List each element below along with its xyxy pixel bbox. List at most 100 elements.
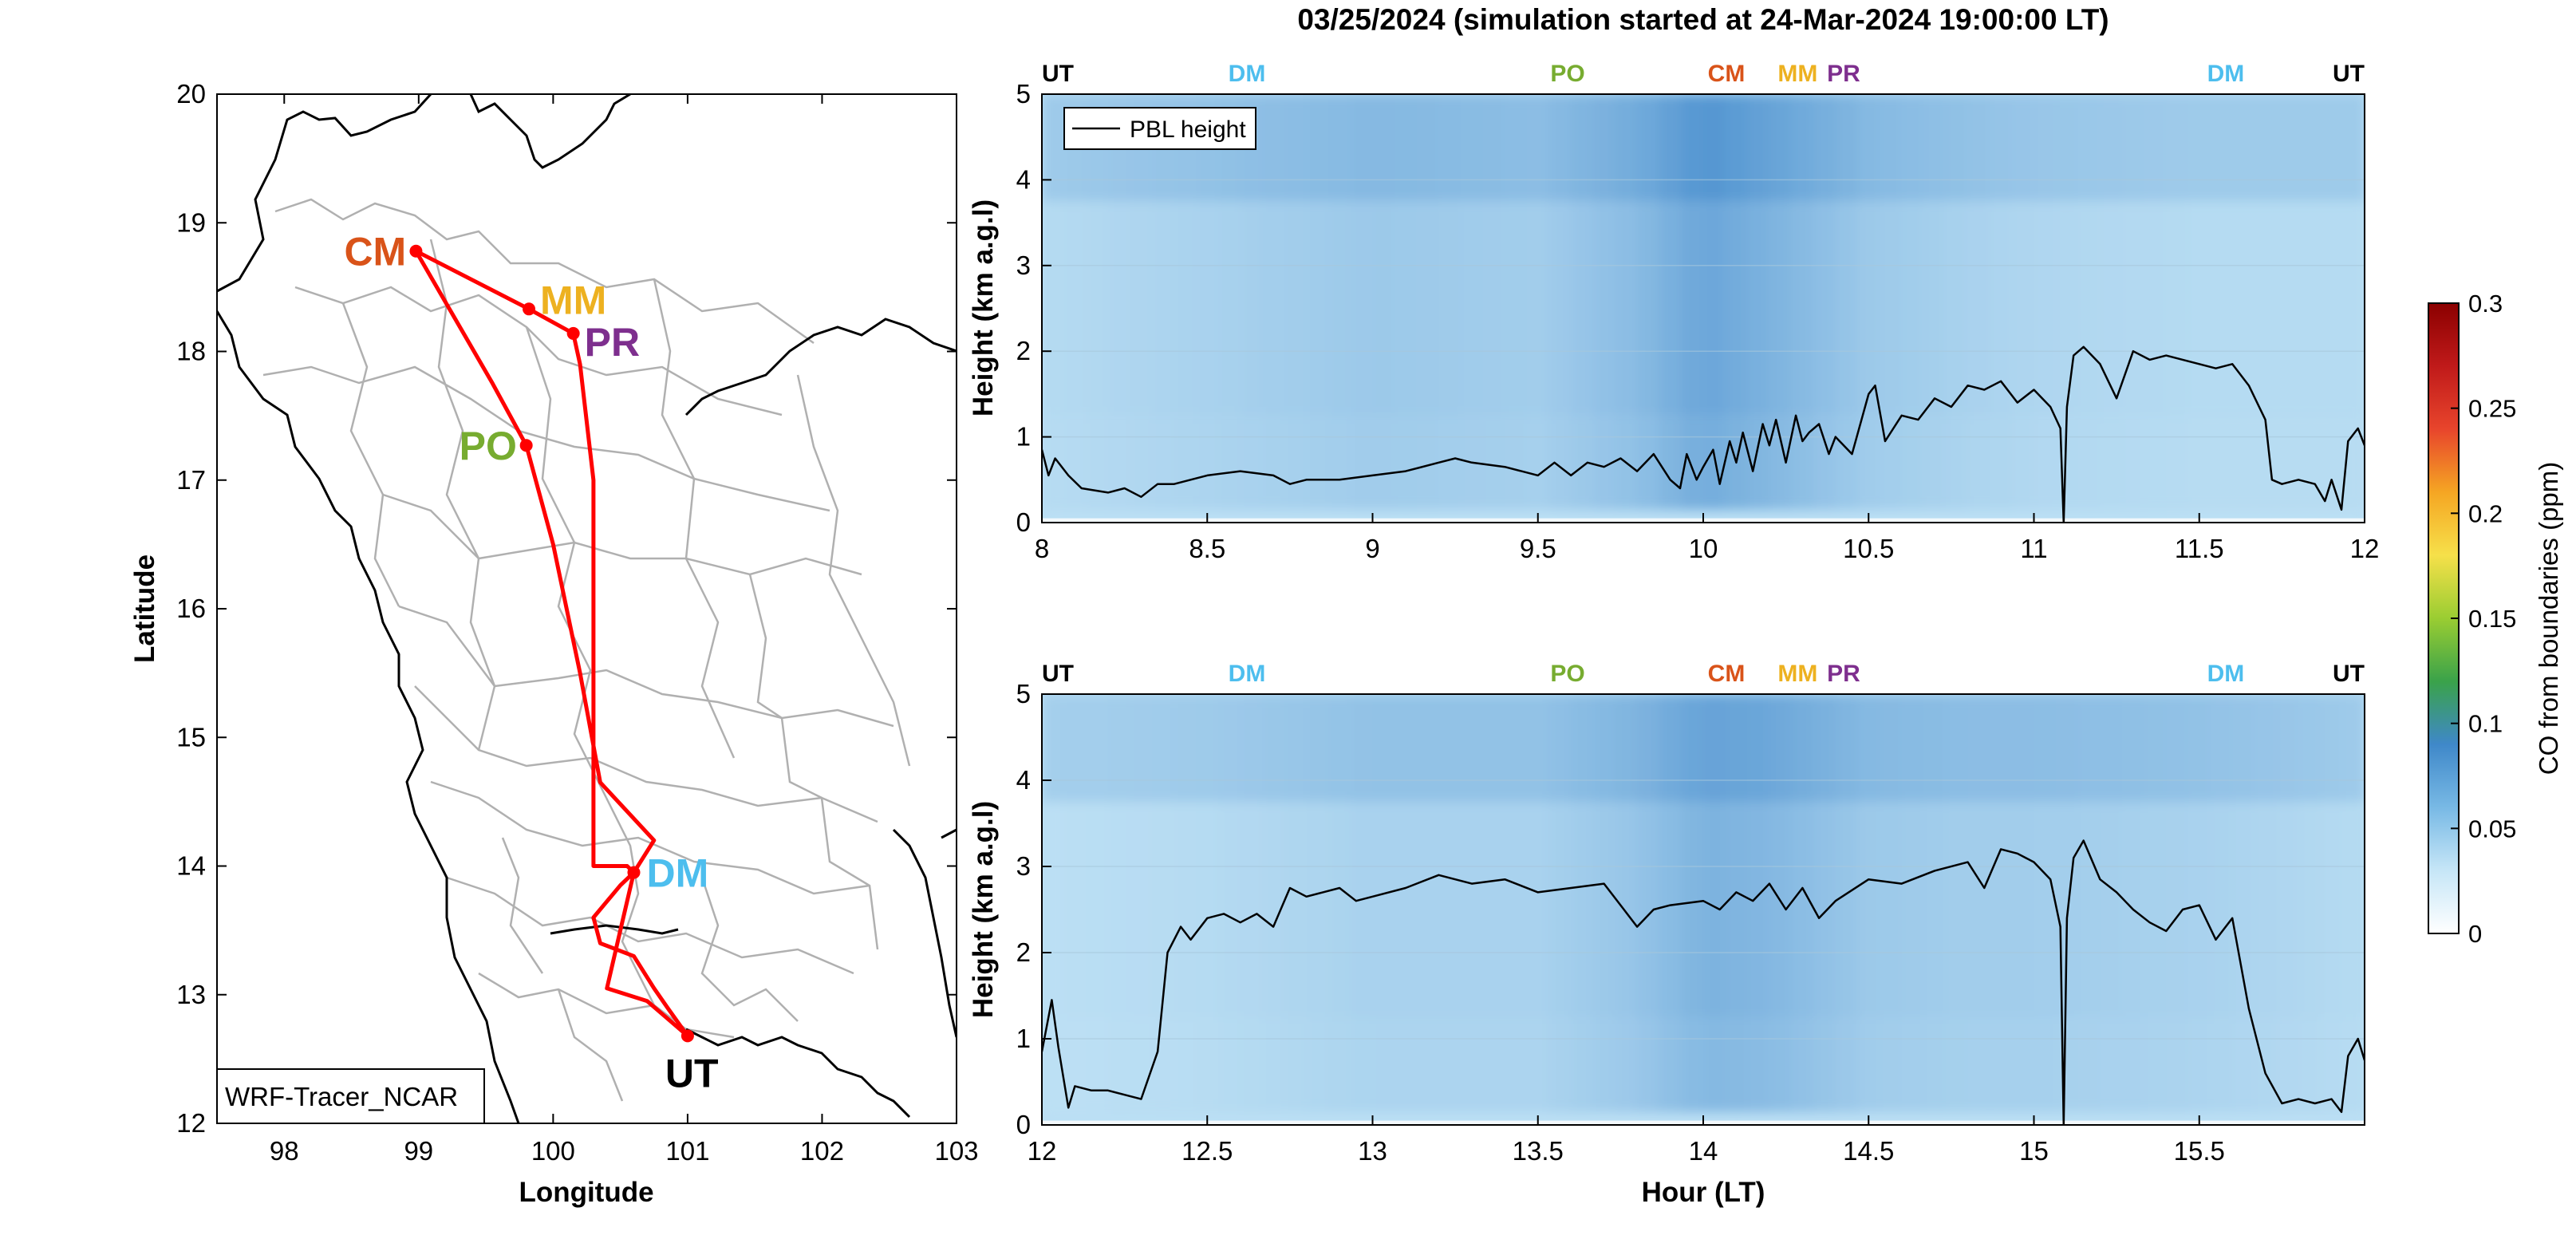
co-field-cell — [1967, 201, 1991, 416]
co-field-cell — [1063, 802, 1087, 1017]
co-field-cell — [1372, 415, 1396, 510]
y-tick-label: 3 — [1016, 251, 1031, 280]
co-field-cell — [1857, 415, 1881, 510]
station-label-dm: DM — [646, 851, 708, 896]
co-field-cell — [1262, 1017, 1285, 1112]
co-field-cell — [2011, 94, 2035, 202]
co-field-cell — [1659, 694, 1682, 802]
x-tick-label: 14 — [1689, 1136, 1718, 1166]
co-field-cell — [1196, 1017, 1220, 1112]
co-field-cell — [1615, 694, 1639, 802]
co-field-cell — [1571, 694, 1594, 802]
co-field-cell — [1813, 802, 1836, 1017]
co-field-cell — [1372, 94, 1396, 202]
co-field-cell — [1505, 802, 1528, 1017]
co-field-cell — [1967, 694, 1991, 802]
co-field-cell — [1152, 415, 1175, 510]
co-field-cell — [2210, 201, 2234, 416]
co-field-cell — [1592, 94, 1616, 202]
co-field-cell — [1395, 415, 1418, 510]
co-field-cell — [2187, 694, 2211, 802]
co-field-cell — [2034, 94, 2057, 202]
co-field-cell — [2298, 1017, 2322, 1112]
co-field-cell — [2122, 694, 2145, 802]
co-field-cell — [1306, 1017, 1330, 1112]
route-layer — [413, 249, 689, 1038]
co-field-cell — [2166, 1017, 2189, 1112]
co-field-cell — [1835, 694, 1859, 802]
co-field-cell — [2100, 1017, 2124, 1112]
co-field-cell — [1152, 1017, 1175, 1112]
co-field-cell — [1328, 694, 1351, 802]
co-field-cell — [1218, 694, 1241, 802]
co-field-cell — [1857, 201, 1881, 416]
co-field-cell — [2276, 802, 2300, 1017]
co-field-cell — [1990, 802, 2013, 1017]
co-field-cell — [2100, 802, 2124, 1017]
co-field-cell — [1350, 1017, 1374, 1112]
y-tick-label: 5 — [1016, 679, 1031, 708]
co-field-cell — [1438, 94, 1462, 202]
co-field-cell — [1306, 94, 1330, 202]
co-field-cell — [1592, 694, 1616, 802]
x-tick-label: 13 — [1358, 1136, 1387, 1166]
co-field-cell — [1240, 201, 1264, 416]
co-field-cell — [1681, 1017, 1704, 1112]
map-y-tick-label: 16 — [176, 594, 206, 623]
x-tick-label: 9 — [1365, 534, 1379, 563]
co-field-cell — [2144, 694, 2168, 802]
y-tick-label: 0 — [1016, 507, 1031, 537]
co-field-cell — [1681, 802, 1704, 1017]
map-y-tick-label: 13 — [176, 980, 206, 1009]
co-field-cell — [2100, 415, 2124, 510]
co-field-cell — [1461, 94, 1484, 202]
co-field-cell — [2144, 1017, 2168, 1112]
co-field-cell — [1328, 415, 1351, 510]
co-field-cell — [2298, 415, 2322, 510]
co-field-cell — [1659, 201, 1682, 416]
co-field-cell — [2254, 201, 2278, 416]
station-marker-mm: MM — [1777, 61, 1817, 87]
co-field-cell — [2122, 1017, 2145, 1112]
x-tick-label: 12 — [1028, 1136, 1057, 1166]
co-field-cell — [1747, 802, 1770, 1017]
co-field-cell — [1791, 415, 1815, 510]
co-field-cell — [1923, 94, 1947, 202]
co-field-cell — [2100, 694, 2124, 802]
co-field-cell — [1505, 694, 1528, 802]
co-field-cell — [1923, 415, 1947, 510]
co-field-cell — [1416, 694, 1440, 802]
map-x-tick-label: 99 — [404, 1136, 433, 1166]
co-field-cell — [1107, 1017, 1131, 1112]
co-field-cell — [2232, 1017, 2255, 1112]
station-label-pr: PR — [585, 320, 640, 365]
co-field-cell — [1990, 1017, 2013, 1112]
co-field-cell — [2210, 694, 2234, 802]
co-field-cell — [1857, 1017, 1881, 1112]
co-field-cell — [1967, 94, 1991, 202]
co-field-cell — [1306, 415, 1330, 510]
co-field-cell — [2187, 201, 2211, 416]
map-y-tick-label: 20 — [176, 79, 206, 109]
co-field-cell — [1350, 802, 1374, 1017]
co-field-cell — [1923, 694, 1947, 802]
co-field-cell — [1505, 201, 1528, 416]
station-label-cm: CM — [344, 230, 406, 274]
co-field-cell — [1880, 94, 1903, 202]
co-field-cell — [1218, 201, 1241, 416]
co-field-cell — [2187, 415, 2211, 510]
x-tick-label: 8 — [1035, 534, 1049, 563]
co-field-cell — [1395, 94, 1418, 202]
pbl-height-line — [1042, 345, 2365, 523]
co-field-cell — [1769, 201, 1793, 416]
co-field-cell — [1901, 201, 1925, 416]
co-field-cell — [1857, 94, 1881, 202]
x-tick-label: 12.5 — [1181, 1136, 1233, 1166]
co-field-cell — [2077, 94, 2101, 202]
y-tick-label: 5 — [1016, 79, 1031, 109]
co-field-cell — [1042, 94, 1065, 202]
y-tick-label: 4 — [1016, 164, 1031, 194]
co-field-cell — [1615, 1017, 1639, 1112]
